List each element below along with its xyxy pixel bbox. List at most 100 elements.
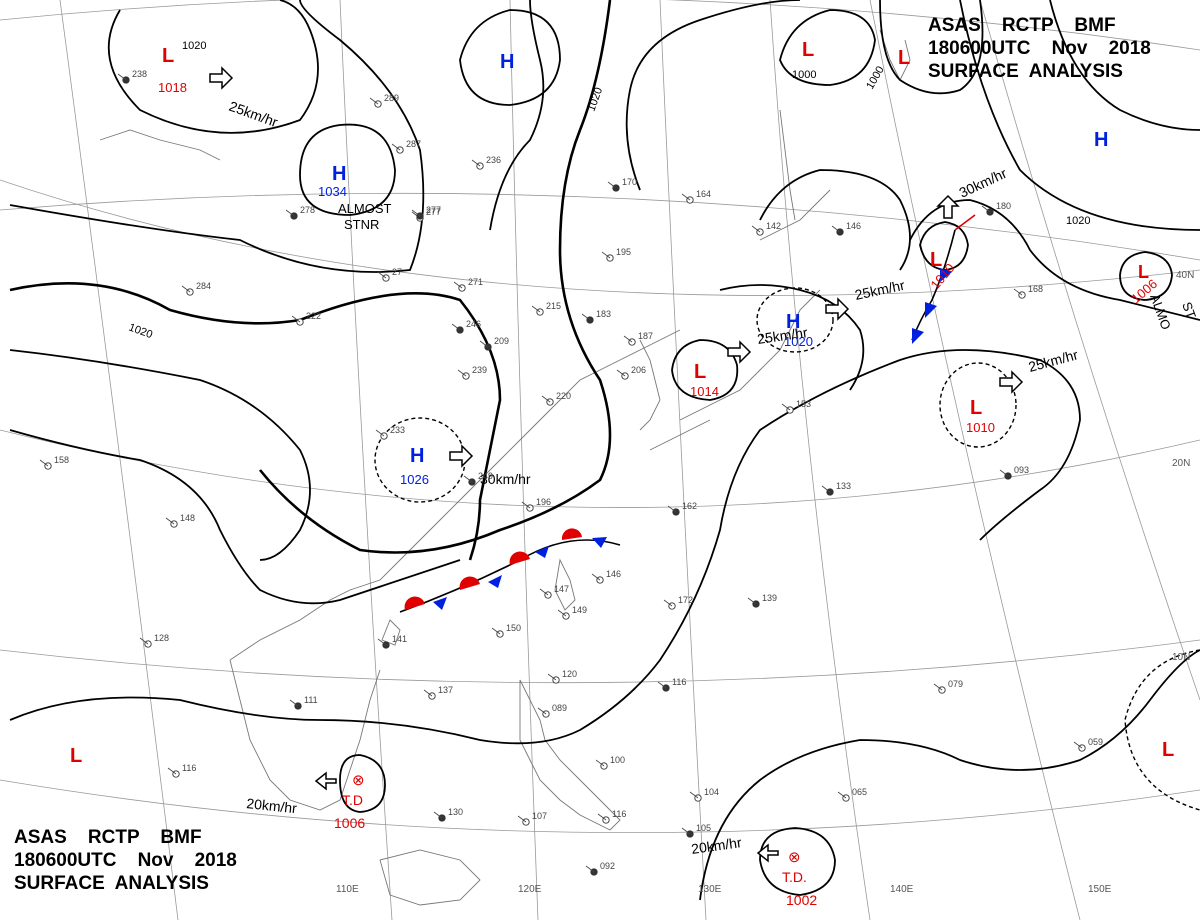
td-label: T.D. (782, 869, 807, 885)
meridian-line (509, 0, 539, 920)
td-value: 1006 (334, 815, 365, 831)
wind-barb-icon (377, 271, 387, 279)
wind-barb-icon (747, 597, 757, 605)
header-line-1: ASAS RCTP BMF (928, 15, 1116, 36)
parallel-line (0, 429, 1200, 508)
lat-label: 40N (1176, 270, 1194, 281)
isobar-1020-high-outer (258, 0, 612, 554)
motion-speed: 30km/hr (480, 471, 531, 487)
motion-arrow-icon (314, 771, 337, 791)
coast-taiwan (554, 558, 576, 611)
isobar-north-high (459, 9, 561, 106)
coastlines (99, 29, 911, 906)
wind-barb-icon (999, 469, 1009, 477)
wind-barb-icon (539, 588, 549, 596)
station-pressure-value: 105 (696, 823, 711, 833)
lat-label: 10N (1172, 652, 1190, 663)
low-center-symbol: L (694, 361, 706, 383)
wind-barb-icon (933, 683, 943, 691)
station-pressure-value: 164 (696, 189, 711, 199)
isobar-east-low (625, 0, 801, 191)
wind-barb-icon (831, 225, 841, 233)
isobar-low-1006 (1119, 251, 1173, 301)
motion-arrow-icon (756, 843, 779, 863)
motion-speed: 20km/hr (246, 795, 298, 816)
station-pressure-value: 146 (606, 569, 621, 579)
station-pressure-value: 168 (1028, 284, 1043, 294)
parallel-line (0, 179, 1200, 296)
station-pressure-value: 133 (836, 481, 851, 491)
station-pressure-value: 287 (406, 139, 421, 149)
isobar-1020-west (107, 0, 319, 134)
wind-barb-icon (541, 395, 551, 403)
coast-borneo (379, 849, 481, 906)
station-pressure-value: 158 (54, 455, 69, 465)
parallel-line (0, 639, 1200, 684)
dashed-ring-east-low (1124, 649, 1200, 811)
station-pressure-value: 116 (182, 763, 196, 773)
isobar-east-china (489, 0, 545, 231)
wind-barb-icon (547, 673, 557, 681)
wind-barb-icon (117, 73, 127, 81)
station-pressure-value: 116 (672, 677, 686, 687)
low-center-symbol: L (802, 39, 814, 61)
high-center-symbol: H (1094, 129, 1108, 151)
wind-barb-icon (581, 313, 591, 321)
isobar-north-japan (719, 284, 865, 391)
high-center-value: 1026 (400, 472, 429, 487)
wind-barb-icon (981, 205, 991, 213)
td-label: T.D (342, 792, 363, 808)
wind-barb-icon (433, 811, 443, 819)
wind-barb-icon (689, 791, 699, 799)
meridian-line (59, 0, 179, 920)
warm-front-symbol (404, 596, 425, 610)
wind-barb-icon (681, 193, 691, 201)
wind-barb-icon (591, 573, 601, 581)
station-pressure-value: 278 (300, 205, 315, 215)
cold-front-symbol (433, 597, 447, 610)
isobar-1000-east (879, 0, 984, 95)
footer-line-1: ASAS RCTP BMF (14, 827, 202, 848)
station-pressure-value: 130 (448, 807, 463, 817)
station-pressure-value: 277 (426, 207, 441, 217)
station-pressure-value: 150 (506, 623, 521, 633)
coast-philippines (519, 679, 621, 831)
station-pressure-value: 104 (704, 787, 719, 797)
station-pressure-value: 148 (180, 513, 195, 523)
isobar-1010-ring (919, 221, 969, 271)
footer-line-2: 180600UTC Nov 2018 (14, 850, 237, 871)
motion-arrow-icon (825, 297, 850, 321)
coast-west-mongolia (99, 129, 221, 161)
front-line (911, 229, 956, 341)
station-pressure-value: 206 (631, 365, 646, 375)
wind-barb-icon (463, 475, 473, 483)
wind-barb-icon (377, 638, 387, 646)
meridian-line (659, 0, 707, 920)
wind-barb-icon (601, 251, 611, 259)
wind-barb-icon (531, 305, 541, 313)
station-pressure-value: 079 (948, 679, 963, 689)
station-pressure-value: 100 (610, 755, 625, 765)
station-pressure-value: 141 (392, 634, 407, 644)
station-pressure-value: 092 (600, 861, 615, 871)
cold-front-symbol (925, 302, 937, 318)
station-pressure-value: 059 (1088, 737, 1103, 747)
wind-barb-icon (411, 209, 421, 217)
isobar-south-sea (9, 349, 1081, 745)
station-pressure-value: 149 (572, 605, 587, 615)
wind-barb-icon (39, 459, 49, 467)
wind-barb-icon (537, 707, 547, 715)
isobars (9, 0, 1200, 901)
station-pressure-value: 137 (438, 685, 453, 695)
wind-barb-icon (167, 767, 177, 775)
station-pressure-value: 065 (852, 787, 867, 797)
wind-barb-icon (375, 429, 385, 437)
station-pressure-value: 236 (486, 155, 501, 165)
lat-label: 20N (1172, 458, 1190, 469)
station-pressure-value: 209 (494, 336, 509, 346)
parallel-line (0, 0, 1200, 51)
wind-barb-icon (821, 485, 831, 493)
lon-label: 110E (336, 884, 359, 895)
station-pressure-value: 215 (546, 301, 561, 311)
